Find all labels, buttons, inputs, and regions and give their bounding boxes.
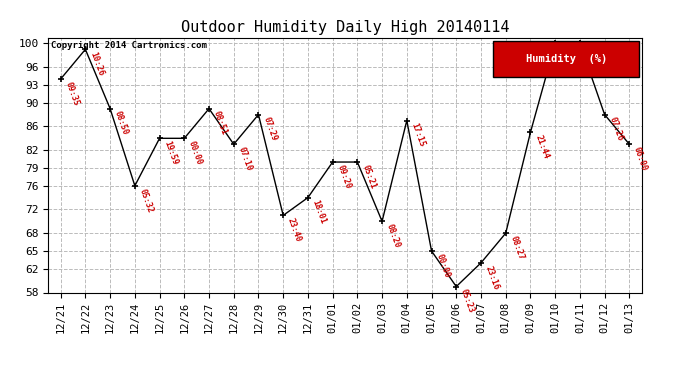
Title: Outdoor Humidity Daily High 20140114: Outdoor Humidity Daily High 20140114 [181, 20, 509, 35]
Text: 19:59: 19:59 [162, 140, 179, 166]
Text: 10:26: 10:26 [88, 51, 105, 77]
Text: 07:29: 07:29 [262, 116, 278, 142]
Text: 09:35: 09:35 [63, 80, 81, 107]
Text: 23:40: 23:40 [286, 217, 303, 243]
Text: 21:44: 21:44 [533, 134, 550, 160]
Text: 08:27: 08:27 [509, 235, 526, 261]
Point [475, 260, 486, 266]
Text: 09:20: 09:20 [335, 164, 353, 190]
Point [253, 112, 264, 118]
Text: 07:26: 07:26 [607, 116, 624, 142]
Point [402, 117, 413, 123]
Point [327, 159, 338, 165]
Text: 00:00: 00:00 [187, 140, 204, 166]
Point [204, 106, 215, 112]
Text: 23:16: 23:16 [484, 264, 501, 291]
Point [500, 230, 511, 236]
Text: 17:15: 17:15 [410, 122, 426, 148]
Text: 08:50: 08:50 [113, 110, 130, 136]
Text: 00:00: 00:00 [434, 252, 451, 279]
Point [550, 40, 561, 46]
Point [426, 248, 437, 254]
Point [599, 112, 610, 118]
Text: 05:23: 05:23 [459, 288, 476, 315]
Point [55, 76, 66, 82]
Text: 06:00: 06:00 [632, 146, 649, 172]
Point [80, 46, 91, 53]
Text: 18:01: 18:01 [310, 199, 328, 226]
Text: 05:32: 05:32 [137, 187, 155, 214]
Text: 08:20: 08:20 [385, 223, 402, 249]
Text: Copyright 2014 Cartronics.com: Copyright 2014 Cartronics.com [51, 41, 207, 50]
Text: 21:12: 21:12 [558, 45, 575, 71]
Point [377, 218, 388, 224]
Point [624, 141, 635, 147]
Text: 08:51: 08:51 [212, 110, 229, 136]
Point [574, 40, 585, 46]
FancyBboxPatch shape [493, 41, 639, 77]
Point [105, 106, 116, 112]
Point [525, 129, 536, 135]
Text: Humidity  (%): Humidity (%) [526, 54, 607, 64]
Point [352, 159, 363, 165]
Text: 05:21: 05:21 [360, 164, 377, 190]
Point [154, 135, 165, 141]
Point [228, 141, 239, 147]
Point [451, 284, 462, 290]
Text: 21:12: 21:12 [582, 45, 600, 71]
Point [277, 212, 288, 218]
Point [179, 135, 190, 141]
Point [129, 183, 140, 189]
Text: 07:10: 07:10 [237, 146, 253, 172]
Point [302, 195, 313, 201]
